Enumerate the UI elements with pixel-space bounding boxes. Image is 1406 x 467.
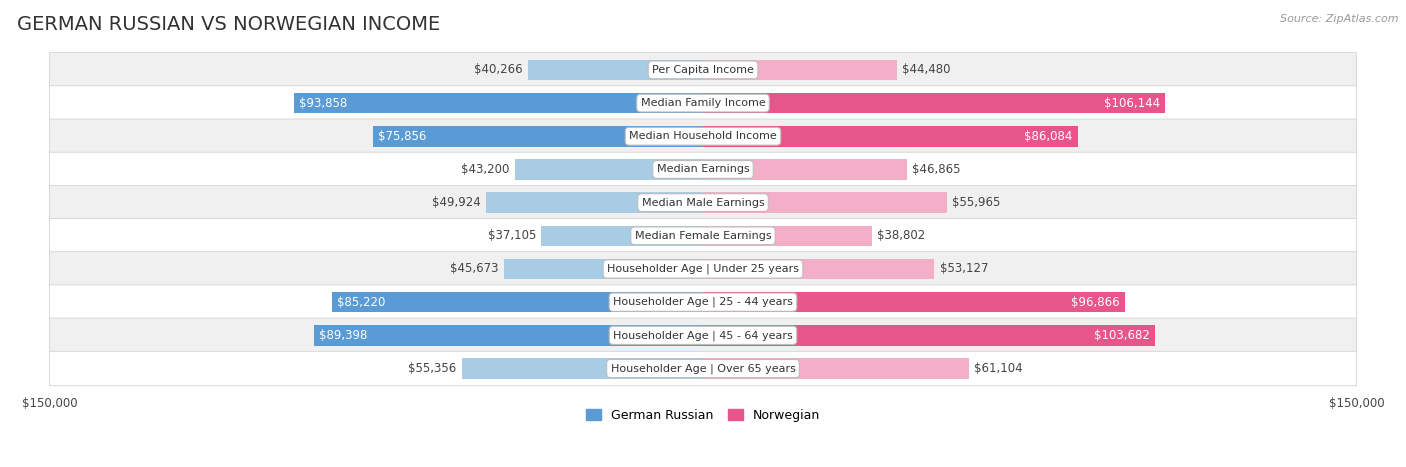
Bar	[703, 226, 872, 246]
Text: $38,802: $38,802	[877, 229, 925, 242]
Bar	[527, 60, 703, 80]
Text: $53,127: $53,127	[939, 262, 988, 276]
FancyBboxPatch shape	[49, 318, 1357, 353]
Text: $44,480: $44,480	[903, 64, 950, 77]
Text: Median Family Income: Median Family Income	[641, 98, 765, 108]
Bar	[373, 126, 703, 147]
Text: Per Capita Income: Per Capita Income	[652, 65, 754, 75]
Bar	[503, 259, 703, 279]
Bar	[703, 358, 969, 379]
Bar	[703, 192, 946, 213]
Bar	[461, 358, 703, 379]
Text: $46,865: $46,865	[912, 163, 960, 176]
Text: $37,105: $37,105	[488, 229, 536, 242]
Bar	[332, 292, 703, 312]
Bar	[703, 60, 897, 80]
Text: Median Female Earnings: Median Female Earnings	[634, 231, 772, 241]
FancyBboxPatch shape	[49, 351, 1357, 386]
Text: $103,682: $103,682	[1094, 329, 1150, 342]
Text: $106,144: $106,144	[1104, 97, 1160, 110]
Bar	[703, 126, 1078, 147]
Bar	[703, 292, 1125, 312]
Legend: German Russian, Norwegian: German Russian, Norwegian	[581, 404, 825, 427]
FancyBboxPatch shape	[49, 219, 1357, 253]
Text: Householder Age | Under 25 years: Householder Age | Under 25 years	[607, 264, 799, 274]
Text: $96,866: $96,866	[1071, 296, 1119, 309]
Text: $55,356: $55,356	[408, 362, 457, 375]
Text: GERMAN RUSSIAN VS NORWEGIAN INCOME: GERMAN RUSSIAN VS NORWEGIAN INCOME	[17, 15, 440, 34]
Text: $40,266: $40,266	[474, 64, 523, 77]
Bar	[314, 325, 703, 346]
Text: $93,858: $93,858	[299, 97, 347, 110]
Text: $43,200: $43,200	[461, 163, 509, 176]
Text: Householder Age | 25 - 44 years: Householder Age | 25 - 44 years	[613, 297, 793, 307]
Text: $85,220: $85,220	[337, 296, 385, 309]
Bar	[703, 325, 1154, 346]
Text: $49,924: $49,924	[432, 196, 481, 209]
FancyBboxPatch shape	[49, 53, 1357, 87]
Bar	[703, 93, 1166, 113]
Text: Householder Age | 45 - 64 years: Householder Age | 45 - 64 years	[613, 330, 793, 340]
Bar	[515, 159, 703, 180]
FancyBboxPatch shape	[49, 185, 1357, 220]
Text: $89,398: $89,398	[319, 329, 367, 342]
FancyBboxPatch shape	[49, 119, 1357, 154]
Bar	[703, 159, 907, 180]
Bar	[485, 192, 703, 213]
Text: $55,965: $55,965	[952, 196, 1001, 209]
Text: Median Household Income: Median Household Income	[628, 131, 778, 141]
Text: $75,856: $75,856	[378, 130, 426, 143]
Text: Householder Age | Over 65 years: Householder Age | Over 65 years	[610, 363, 796, 374]
Text: $86,084: $86,084	[1025, 130, 1073, 143]
Bar	[703, 259, 935, 279]
Text: $45,673: $45,673	[450, 262, 499, 276]
FancyBboxPatch shape	[49, 285, 1357, 319]
FancyBboxPatch shape	[49, 252, 1357, 286]
Bar	[541, 226, 703, 246]
Text: Median Earnings: Median Earnings	[657, 164, 749, 175]
Text: $61,104: $61,104	[974, 362, 1024, 375]
FancyBboxPatch shape	[49, 86, 1357, 120]
FancyBboxPatch shape	[49, 152, 1357, 187]
Text: Source: ZipAtlas.com: Source: ZipAtlas.com	[1281, 14, 1399, 24]
Text: Median Male Earnings: Median Male Earnings	[641, 198, 765, 208]
Bar	[294, 93, 703, 113]
